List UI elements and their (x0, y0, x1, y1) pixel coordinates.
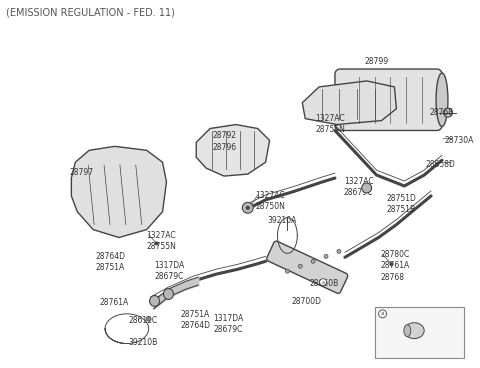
Text: 28751A
28764D: 28751A 28764D (180, 310, 210, 330)
Ellipse shape (320, 279, 326, 286)
Text: 28611C: 28611C (129, 316, 158, 325)
Ellipse shape (404, 323, 424, 339)
Bar (374, 307, 464, 358)
Text: 39210A: 39210A (267, 216, 297, 225)
Ellipse shape (436, 73, 448, 127)
Ellipse shape (324, 254, 328, 258)
Ellipse shape (362, 183, 372, 193)
Text: 28641A: 28641A (389, 312, 419, 321)
Ellipse shape (331, 89, 339, 111)
Ellipse shape (379, 310, 386, 318)
Ellipse shape (164, 289, 173, 300)
Text: 28751D
28751B: 28751D 28751B (386, 194, 416, 214)
Text: 28768: 28768 (429, 108, 453, 117)
Text: 1317DA
28679C: 1317DA 28679C (155, 261, 185, 282)
Ellipse shape (390, 262, 393, 266)
Text: 28730A: 28730A (445, 137, 474, 145)
Ellipse shape (150, 296, 159, 307)
Text: 1327AC
28750N: 1327AC 28750N (256, 191, 286, 211)
Ellipse shape (298, 264, 302, 268)
Polygon shape (72, 146, 167, 237)
Text: 28650B: 28650B (309, 279, 338, 288)
Polygon shape (196, 124, 270, 176)
Text: 28797: 28797 (70, 168, 94, 177)
Ellipse shape (286, 269, 289, 273)
Text: 28700D: 28700D (291, 297, 322, 306)
Ellipse shape (146, 316, 151, 321)
Text: a: a (381, 311, 384, 316)
Ellipse shape (311, 259, 315, 263)
Text: 28799: 28799 (365, 57, 389, 66)
Ellipse shape (155, 242, 158, 245)
Text: 1317DA
28679C: 1317DA 28679C (213, 314, 243, 334)
Ellipse shape (242, 202, 253, 213)
Polygon shape (302, 81, 396, 124)
Text: 39210B: 39210B (129, 337, 158, 347)
Text: (EMISSION REGULATION - FED. 11): (EMISSION REGULATION - FED. 11) (6, 8, 175, 18)
Text: 28792
28796: 28792 28796 (212, 131, 236, 152)
Text: 1327AC
28679C: 1327AC 28679C (344, 177, 373, 197)
Text: 28780C
28761A
28768: 28780C 28761A 28768 (381, 250, 410, 282)
Text: 1327AC
28755N: 1327AC 28755N (147, 231, 177, 251)
Text: 1327AC
28755N: 1327AC 28755N (315, 114, 345, 134)
Ellipse shape (404, 325, 411, 337)
Ellipse shape (246, 206, 250, 209)
Ellipse shape (337, 250, 341, 254)
Text: 28658D: 28658D (425, 160, 455, 169)
Text: a: a (322, 280, 324, 284)
Polygon shape (267, 241, 348, 293)
Text: 28761A: 28761A (99, 298, 128, 307)
Polygon shape (335, 69, 442, 131)
Text: 28764D
28751A: 28764D 28751A (95, 252, 125, 272)
Ellipse shape (444, 108, 453, 117)
